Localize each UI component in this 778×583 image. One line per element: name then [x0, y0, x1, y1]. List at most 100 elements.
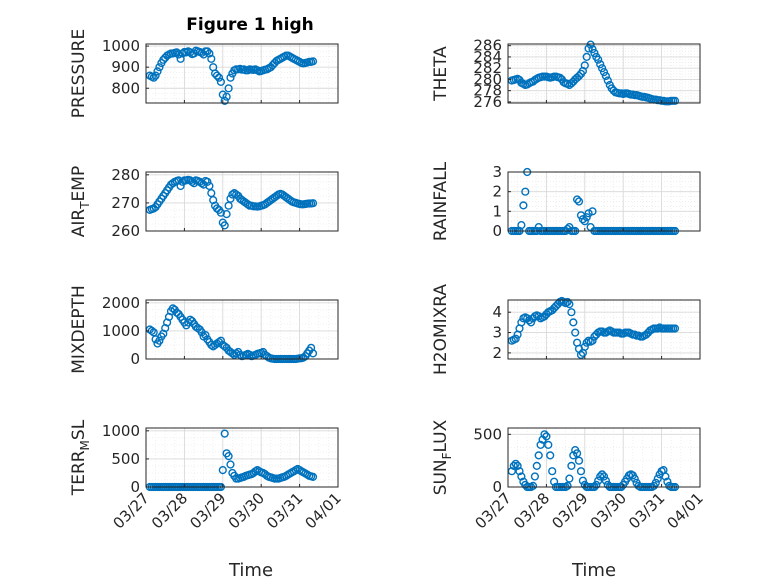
- y-tick-label: 900: [111, 58, 140, 76]
- data-point: [586, 40, 595, 49]
- data-point: [596, 472, 605, 481]
- data-point: [576, 467, 586, 476]
- data-point: [574, 197, 584, 206]
- data-point: [571, 328, 580, 337]
- data-point: [212, 71, 222, 80]
- x-tick-label: 04/01: [664, 489, 707, 532]
- x-tick-label: 03/29: [186, 489, 229, 532]
- subplot-rainfall: 0 12 3 RAINFALL: [431, 161, 701, 241]
- data-point: [576, 350, 586, 360]
- data-point: [205, 49, 214, 58]
- y-tick-label: 2000: [102, 294, 140, 312]
- y-tick-label: 260: [111, 222, 140, 240]
- axes-box: [145, 43, 339, 104]
- data-point: [565, 300, 574, 309]
- y-tick-label: 286: [473, 37, 502, 55]
- x-tick-label: 03/28: [510, 489, 553, 532]
- data-point: [565, 474, 574, 483]
- data-point: [574, 71, 584, 81]
- x-axis-label-right: Time: [571, 560, 616, 581]
- y-tick-label: 2: [492, 183, 502, 201]
- data-point: [228, 190, 237, 199]
- data-point: [176, 181, 185, 191]
- y-tick-label: 1000: [102, 322, 140, 340]
- data-point: [149, 73, 158, 82]
- data-point: [308, 349, 318, 358]
- y-tick-label: 800: [111, 79, 140, 97]
- data-point: [580, 61, 589, 70]
- data-point: [580, 217, 589, 226]
- data-point: [519, 201, 528, 210]
- data-point: [308, 472, 318, 482]
- data-point: [236, 350, 245, 359]
- data-point: [521, 187, 530, 196]
- data-point: [509, 461, 518, 471]
- data-point: [584, 209, 593, 218]
- data-point: [532, 461, 541, 471]
- data-point: [245, 350, 254, 359]
- data-point: [572, 449, 582, 458]
- subplot-air_temp: 260 270 280 AIRTEMP: [69, 166, 339, 240]
- data-point: [534, 451, 543, 460]
- data-point: [216, 208, 226, 217]
- data-point: [594, 55, 603, 64]
- data-point: [511, 334, 520, 343]
- data-point: [597, 64, 607, 73]
- data-point: [308, 199, 318, 208]
- x-tick-label: 03/28: [148, 489, 191, 532]
- data-point: [517, 472, 526, 481]
- data-point: [536, 440, 545, 450]
- data-point: [155, 336, 164, 345]
- data-point: [546, 451, 555, 460]
- data-point: [207, 340, 216, 350]
- y-tick-label: 0: [130, 350, 140, 368]
- axes-box: [507, 299, 701, 360]
- data-point: [599, 67, 609, 77]
- data-point: [592, 480, 601, 490]
- data-point: [188, 177, 197, 186]
- data-point: [201, 331, 210, 340]
- y-tick-label: 278: [473, 82, 502, 100]
- data-point: [216, 336, 226, 345]
- data-point: [572, 195, 582, 204]
- data-point: [224, 84, 233, 93]
- data-point: [203, 47, 212, 56]
- y-tick-label: 1: [492, 202, 502, 220]
- data-point: [651, 478, 660, 487]
- data-point: [540, 430, 549, 439]
- data-point: [599, 472, 609, 481]
- y-axis-label: PRESSURE: [69, 29, 89, 118]
- data-point: [594, 476, 603, 485]
- data-point: [226, 460, 235, 469]
- x-tick-label: 04/01: [302, 489, 345, 532]
- data-point: [569, 318, 578, 327]
- y-tick-label: 280: [111, 166, 140, 184]
- subplot-pressure: 800 900 1000 PRESSURE: [69, 29, 339, 118]
- data-point: [578, 476, 588, 485]
- data-point: [597, 470, 607, 479]
- y-tick-label: 0: [492, 222, 502, 240]
- axes-box: [507, 171, 701, 232]
- data-point: [308, 57, 318, 66]
- data-point: [172, 48, 181, 57]
- y-tick-label: 0: [492, 478, 502, 496]
- x-tick-label: 03/30: [225, 489, 268, 532]
- data-point: [214, 73, 224, 82]
- subplot-sun_flux: 050003/2703/2803/2903/3003/3104/01SUNFLU…: [431, 419, 707, 532]
- data-point: [153, 67, 162, 76]
- data-point: [567, 461, 576, 471]
- data-point: [205, 181, 214, 191]
- data-point: [197, 48, 206, 58]
- x-tick-label: 03/31: [263, 489, 306, 532]
- subplot-h2omixra: 2 3 4 H2OMIXRA: [431, 284, 701, 375]
- data-point: [584, 44, 593, 53]
- y-tick-label: 500: [111, 450, 140, 468]
- data-point: [582, 52, 591, 62]
- data-point: [582, 213, 591, 222]
- y-tick-label: 1000: [102, 422, 140, 440]
- y-axis-label: AIRTEMP: [69, 166, 92, 237]
- data-point: [542, 432, 551, 441]
- data-point: [544, 440, 553, 450]
- y-axis-label: THETA: [431, 46, 451, 102]
